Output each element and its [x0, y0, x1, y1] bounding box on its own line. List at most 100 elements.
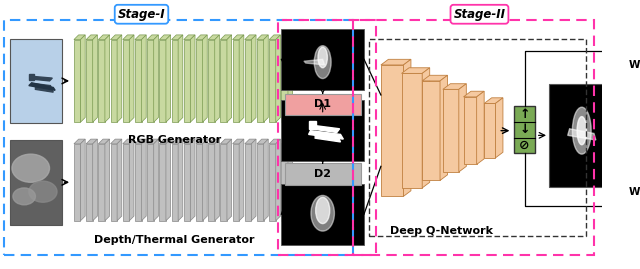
Polygon shape [282, 139, 292, 144]
Polygon shape [220, 144, 227, 221]
Polygon shape [184, 144, 190, 221]
Polygon shape [215, 139, 220, 221]
FancyBboxPatch shape [282, 100, 364, 161]
Polygon shape [123, 40, 129, 122]
Text: Deep Q-Network: Deep Q-Network [390, 226, 493, 236]
Polygon shape [484, 98, 503, 104]
Polygon shape [288, 35, 292, 122]
Polygon shape [172, 139, 183, 144]
Polygon shape [276, 35, 280, 122]
Polygon shape [495, 98, 503, 158]
Polygon shape [184, 139, 195, 144]
Polygon shape [257, 40, 264, 122]
Polygon shape [269, 40, 276, 122]
Polygon shape [202, 35, 207, 122]
Polygon shape [141, 139, 146, 221]
Text: Stage-I: Stage-I [118, 8, 165, 21]
Polygon shape [422, 81, 440, 180]
Polygon shape [86, 40, 93, 122]
Polygon shape [31, 76, 52, 81]
Polygon shape [220, 35, 232, 40]
Polygon shape [135, 139, 146, 144]
Ellipse shape [311, 196, 335, 231]
Polygon shape [196, 144, 202, 221]
Polygon shape [244, 144, 252, 221]
FancyBboxPatch shape [282, 184, 364, 245]
Polygon shape [220, 139, 232, 144]
Polygon shape [244, 40, 252, 122]
Polygon shape [484, 104, 495, 158]
Text: ↑: ↑ [519, 108, 530, 121]
Polygon shape [117, 139, 122, 221]
Polygon shape [401, 68, 429, 73]
Text: Stage-II: Stage-II [454, 8, 506, 21]
Polygon shape [154, 139, 159, 221]
Polygon shape [196, 35, 207, 40]
Polygon shape [147, 35, 159, 40]
Polygon shape [244, 35, 256, 40]
Polygon shape [208, 139, 220, 144]
Polygon shape [463, 97, 477, 164]
Polygon shape [196, 40, 202, 122]
Text: W1: W1 [628, 60, 640, 70]
Polygon shape [276, 139, 280, 221]
Ellipse shape [29, 181, 57, 202]
Polygon shape [123, 144, 129, 221]
Polygon shape [74, 139, 85, 144]
Polygon shape [257, 35, 268, 40]
Polygon shape [141, 35, 146, 122]
Polygon shape [178, 35, 183, 122]
Polygon shape [86, 35, 97, 40]
Polygon shape [252, 139, 256, 221]
Polygon shape [422, 75, 447, 81]
Ellipse shape [577, 116, 586, 145]
Polygon shape [264, 35, 268, 122]
Polygon shape [172, 40, 178, 122]
Polygon shape [232, 144, 239, 221]
Polygon shape [208, 35, 220, 40]
Polygon shape [264, 139, 268, 221]
Polygon shape [401, 73, 422, 188]
Polygon shape [166, 139, 171, 221]
Polygon shape [227, 35, 232, 122]
Polygon shape [463, 91, 484, 97]
FancyBboxPatch shape [514, 106, 535, 153]
Ellipse shape [316, 197, 330, 224]
Polygon shape [99, 35, 109, 40]
Polygon shape [99, 40, 105, 122]
Polygon shape [269, 139, 280, 144]
Polygon shape [129, 35, 134, 122]
Polygon shape [308, 131, 343, 139]
Polygon shape [422, 68, 429, 188]
Polygon shape [74, 40, 81, 122]
Ellipse shape [12, 154, 49, 182]
Polygon shape [111, 144, 117, 221]
Polygon shape [202, 139, 207, 221]
Polygon shape [304, 59, 324, 65]
Polygon shape [123, 139, 134, 144]
FancyBboxPatch shape [285, 163, 361, 185]
Polygon shape [443, 89, 459, 172]
Polygon shape [135, 35, 146, 40]
Polygon shape [244, 139, 256, 144]
Polygon shape [74, 35, 85, 40]
Text: W2: W2 [628, 187, 640, 197]
Polygon shape [154, 35, 159, 122]
Polygon shape [269, 35, 280, 40]
Polygon shape [99, 139, 109, 144]
Polygon shape [99, 144, 105, 221]
Polygon shape [239, 139, 244, 221]
Polygon shape [184, 35, 195, 40]
Polygon shape [35, 84, 53, 92]
Polygon shape [215, 35, 220, 122]
Text: RGB Generator: RGB Generator [128, 135, 221, 145]
Polygon shape [257, 144, 264, 221]
Ellipse shape [572, 107, 591, 154]
Polygon shape [288, 139, 292, 221]
Polygon shape [208, 144, 215, 221]
Polygon shape [93, 35, 97, 122]
Polygon shape [117, 35, 122, 122]
Text: Depth/Thermal Generator: Depth/Thermal Generator [94, 235, 255, 245]
Polygon shape [81, 139, 85, 221]
Polygon shape [74, 144, 81, 221]
